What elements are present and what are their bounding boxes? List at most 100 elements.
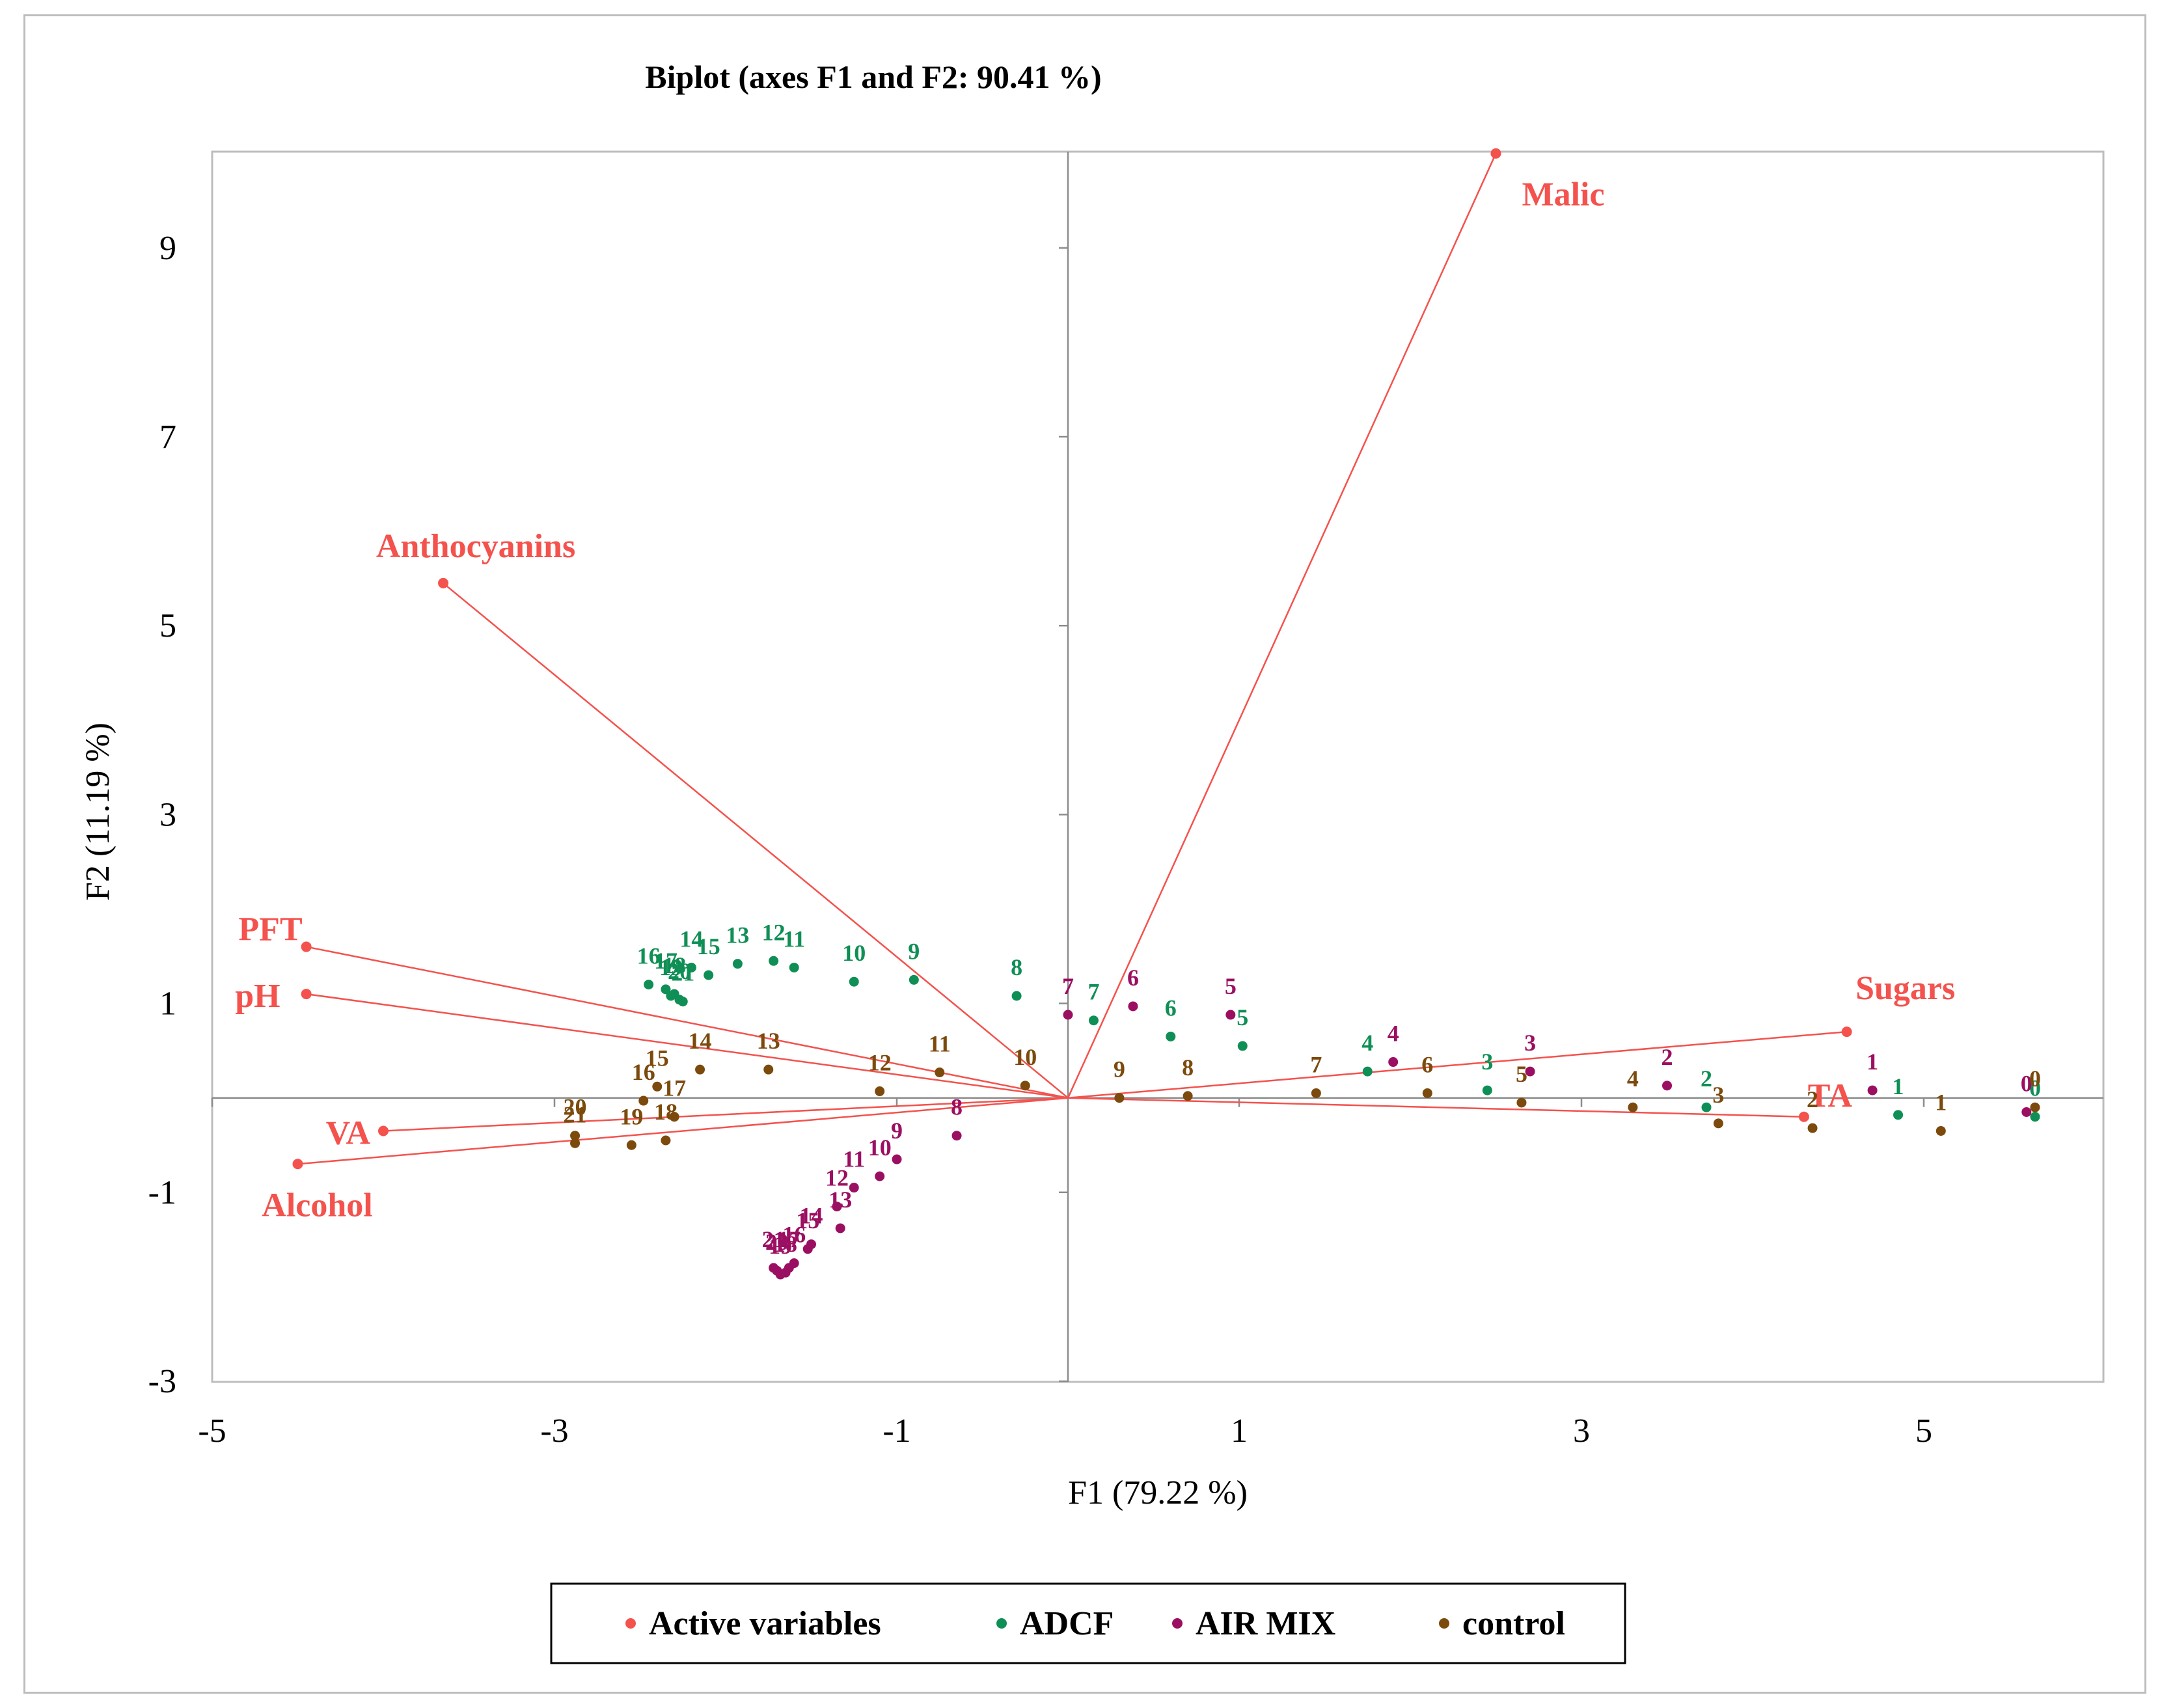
data-point-label: 1 xyxy=(1935,1089,1947,1115)
vector-point-va xyxy=(378,1125,389,1136)
data-point xyxy=(769,956,779,966)
data-point-label: 2 xyxy=(1662,1044,1673,1070)
data-point-label: 21 xyxy=(762,1226,786,1252)
x-tick-label: 5 xyxy=(1915,1412,1932,1450)
y-tick-label: 5 xyxy=(159,607,176,644)
vector-label-va: VA xyxy=(326,1114,371,1151)
y-tick-label: 9 xyxy=(159,230,176,267)
data-point xyxy=(1128,1001,1138,1012)
data-point-label: 17 xyxy=(777,1226,800,1252)
data-point-label: 6 xyxy=(1421,1051,1433,1077)
data-point-label: 9 xyxy=(1114,1056,1125,1082)
data-point-label: 20 xyxy=(765,1229,789,1255)
vector-point-pft xyxy=(301,941,312,952)
data-point xyxy=(1088,1015,1099,1026)
data-point-label: 9 xyxy=(891,1118,903,1144)
data-point-label: 4 xyxy=(1627,1066,1639,1092)
data-point xyxy=(909,974,919,985)
legend-label: Active variables xyxy=(649,1605,881,1642)
vector-point-ta xyxy=(1798,1111,1809,1122)
data-point xyxy=(2030,1102,2040,1112)
data-point xyxy=(704,970,714,980)
data-point xyxy=(638,1095,649,1106)
y-tick-label: -3 xyxy=(148,1363,176,1400)
data-point-label: 12 xyxy=(762,919,786,945)
data-point-label: 19 xyxy=(769,1233,792,1259)
data-point-label: 18 xyxy=(663,952,686,978)
data-point xyxy=(1225,1010,1236,1020)
data-point-label: 6 xyxy=(1165,995,1177,1021)
vector-label-ph: pH xyxy=(235,978,280,1015)
data-point xyxy=(1713,1118,1723,1129)
data-point-label: 8 xyxy=(1182,1054,1194,1081)
data-point xyxy=(1237,1041,1248,1051)
data-point-label: 12 xyxy=(868,1050,892,1076)
data-point-label: 14 xyxy=(679,926,703,952)
data-point xyxy=(835,1223,845,1233)
data-point xyxy=(849,1183,859,1193)
data-point-label: 0 xyxy=(2029,1066,2041,1092)
vector-point-anthocyanins xyxy=(438,577,449,588)
data-point xyxy=(626,1140,636,1150)
y-tick-label: 7 xyxy=(159,419,176,456)
data-point xyxy=(1362,1066,1373,1077)
data-point xyxy=(695,1064,705,1075)
data-point xyxy=(1388,1057,1399,1068)
vector-label-malic: Malic xyxy=(1522,176,1605,214)
y-tick-label: -1 xyxy=(148,1174,176,1211)
data-point xyxy=(1867,1085,1878,1095)
data-point-label: 18 xyxy=(774,1231,797,1257)
vector-point-sugars xyxy=(1841,1026,1852,1038)
data-point-label: 3 xyxy=(1481,1049,1493,1075)
vector-label-pft: PFT xyxy=(238,911,302,948)
x-tick-label: -1 xyxy=(882,1412,910,1450)
legend-label: control xyxy=(1462,1605,1565,1642)
data-point-label: 16 xyxy=(632,1059,655,1085)
data-point xyxy=(951,1131,962,1141)
x-axis-title: F1 (79.22 %) xyxy=(1068,1474,1248,1511)
data-point xyxy=(677,997,688,1007)
data-point xyxy=(661,1135,671,1146)
legend-label: ADCF xyxy=(1020,1605,1114,1642)
data-point xyxy=(732,959,743,969)
data-point-label: 11 xyxy=(783,926,805,952)
vector-line-anthocyanins xyxy=(443,582,1069,1099)
data-point-label: 4 xyxy=(1388,1021,1399,1047)
legend-marker xyxy=(1439,1618,1449,1629)
data-point xyxy=(1020,1081,1030,1091)
data-point-label: 12 xyxy=(825,1165,849,1191)
data-point xyxy=(892,1154,902,1164)
data-point xyxy=(570,1138,581,1148)
data-point-label: 20 xyxy=(564,1094,587,1120)
data-point xyxy=(875,1086,885,1097)
legend: Active variables ADCF AIR MIX control xyxy=(550,1582,1626,1664)
x-axis-ticks: -5 -3 -1 1 3 5 xyxy=(198,1097,1932,1450)
vector-label-alcohol: Alcohol xyxy=(262,1187,372,1224)
data-point xyxy=(1516,1097,1527,1108)
data-point-label: 3 xyxy=(1712,1082,1724,1108)
data-point xyxy=(652,1081,663,1092)
y-tick-label: 3 xyxy=(159,796,176,833)
data-point-label: 11 xyxy=(843,1146,865,1172)
data-point xyxy=(769,1263,779,1273)
vector-line-malic xyxy=(1067,153,1497,1099)
data-point xyxy=(935,1068,945,1078)
data-point xyxy=(1114,1093,1125,1103)
data-point-label: 1 xyxy=(1893,1073,1904,1099)
vector-line-ph xyxy=(306,993,1069,1099)
vector-line-va xyxy=(383,1097,1069,1132)
data-point xyxy=(789,962,799,972)
data-point-label: 3 xyxy=(1524,1030,1536,1056)
observation-points: 0123456789101112131415161718192021012345… xyxy=(564,919,2041,1280)
data-point-label: 16 xyxy=(782,1222,806,1248)
plot-area xyxy=(211,150,2105,1383)
x-tick-label: 3 xyxy=(1573,1412,1590,1450)
data-point xyxy=(1482,1085,1492,1095)
vector-label-ta: TA xyxy=(1808,1078,1853,1115)
x-tick-label: -5 xyxy=(198,1412,226,1450)
data-point-label: 5 xyxy=(1225,973,1237,999)
vector-line-ta xyxy=(1067,1097,1804,1118)
vector-line-sugars xyxy=(1067,1030,1847,1099)
